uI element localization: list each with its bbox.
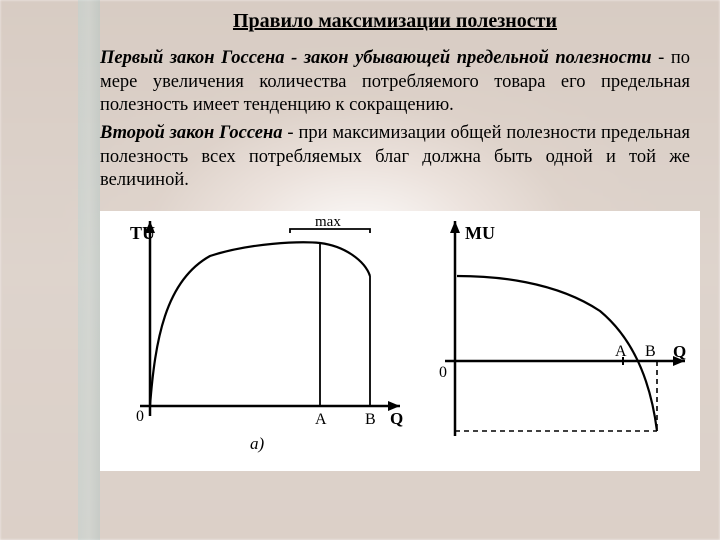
mu-curve xyxy=(457,276,657,431)
chart-right-origin: 0 xyxy=(439,364,447,381)
law1-lead: Первый закон Госсена - закон убывающей п… xyxy=(100,48,652,68)
tick-B-left: B xyxy=(365,411,376,428)
chart-left-ylabel: TU xyxy=(130,223,155,243)
chart-left-origin: 0 xyxy=(136,408,144,425)
chart-left-xlabel: Q xyxy=(390,409,403,428)
law2-lead: Второй закон Госсена xyxy=(100,123,283,143)
chart-right-ylabel: MU xyxy=(465,223,495,243)
slide-content: Правило максимизации полезности Первый з… xyxy=(0,0,720,471)
tick-B-right: B xyxy=(645,343,656,360)
tu-curve xyxy=(150,242,370,406)
max-label: max xyxy=(315,214,341,230)
charts-svg: TU 0 Q max A B a) xyxy=(100,211,700,471)
charts-container: TU 0 Q max A B a) xyxy=(100,211,700,471)
tick-A-left: A xyxy=(315,411,327,428)
chart-left: TU 0 Q max A B a) xyxy=(130,214,403,453)
law1-paragraph: Первый закон Госсена - закон убывающей п… xyxy=(100,47,690,118)
caption-a: a) xyxy=(250,434,265,453)
law2-paragraph: Второй закон Госсена - при максимизации … xyxy=(100,122,690,193)
slide-title: Правило максимизации полезности xyxy=(100,10,690,33)
tick-A-right: A xyxy=(615,343,627,360)
chart-right: MU 0 Q A B xyxy=(439,221,686,436)
chart-right-xlabel: Q xyxy=(673,342,686,361)
